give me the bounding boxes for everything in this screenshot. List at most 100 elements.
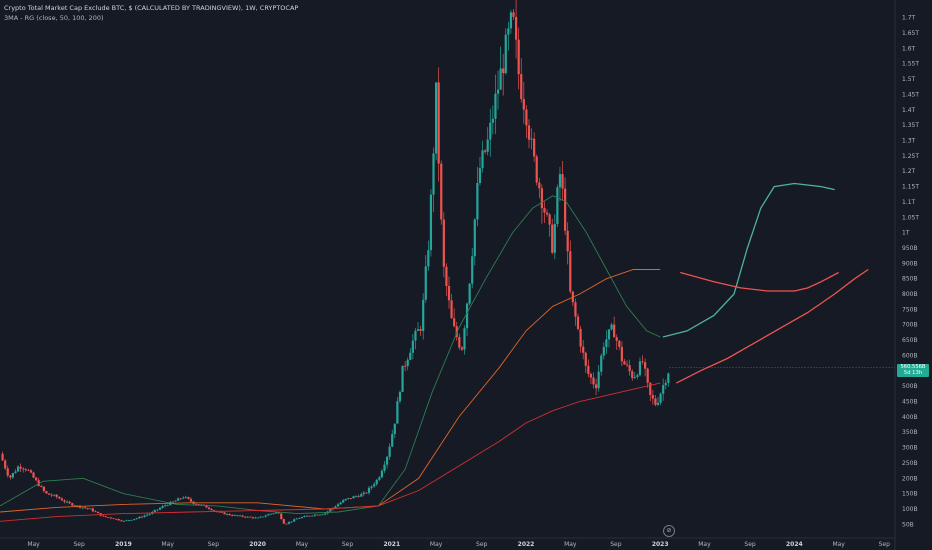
candle-body [55,494,58,497]
candle-body [641,361,644,363]
candle-body [285,523,288,525]
candle-body [561,174,564,189]
candle-body [651,394,654,399]
candle-body [122,520,125,522]
candle-body [458,336,461,348]
x-tick-label: Sep [74,541,86,548]
y-tick-label: 1.5T [902,76,916,83]
x-tick-label: May [162,541,175,548]
candle-body [86,507,89,509]
candle-body [9,475,12,478]
projected-ma100-line [680,271,839,292]
candle-body [553,224,556,253]
candle-body [545,212,549,215]
y-tick-label: 900B [902,260,918,267]
tradingview-logo-icon[interactable]: ⊘ [663,525,675,537]
candle-body [287,522,291,524]
candle-body [540,188,543,209]
candle-body [148,513,151,515]
candle-body [355,496,358,497]
candle-body [504,34,507,74]
candle-body [153,510,156,512]
candle-body [623,361,626,365]
candle-body [393,423,396,435]
candle-body [71,503,74,506]
candle-body [89,508,92,510]
candle-body [256,517,260,519]
candle-body [107,517,110,518]
candle-body [225,513,229,515]
candle-body [236,515,239,516]
candle-body [161,506,164,508]
candle-body [4,460,7,469]
x-tick-label: Sep [744,541,756,548]
candle-body [267,514,270,516]
bar-countdown: 5d 13h [903,370,923,376]
candle-body [22,468,25,470]
candle-body [460,347,463,350]
candle-body [179,498,182,500]
candle-body [373,484,376,487]
candle-body [104,516,107,518]
y-tick-label: 1.65T [902,30,919,37]
candle-body [447,286,451,301]
candle-body [362,492,365,495]
candle-body [522,99,525,110]
candle-body [625,364,629,366]
candle-body [347,497,350,499]
candle-body [125,520,128,522]
candle-body [564,188,567,231]
candle-body [558,174,562,188]
candle-body [620,346,623,362]
candle-body [223,512,226,515]
candle-body [584,352,587,366]
candle-body [659,393,662,403]
candle-body [404,365,407,367]
y-tick-label: 200B [902,475,918,482]
candle-body [290,521,293,523]
candle-body [481,150,484,169]
last-price-tag: 560.556B 5d 13h [897,364,929,377]
candle-body [398,391,402,402]
candle-body [597,371,600,389]
candle-body [241,515,244,517]
candle-body [409,352,412,360]
candle-body [396,401,399,424]
candle-body [445,266,448,287]
candle-body [259,516,262,518]
candle-body [411,340,414,353]
candle-body [465,303,469,329]
y-tick-label: 1.1T [902,199,916,206]
projected-ma200-line [676,268,869,384]
candle-body [478,168,482,183]
y-tick-label: 1.55T [902,61,919,68]
candle-body [158,507,162,510]
candle-body [84,507,87,509]
candle-body [174,500,177,502]
candle-body [14,471,17,474]
candle-body [365,492,368,494]
candle-body [507,28,510,35]
candle-body [615,337,618,341]
candle-body [401,365,404,392]
candle-body [262,516,265,518]
x-tick-label: 2024 [786,541,803,548]
candle-body [416,329,420,331]
candle-body [664,382,667,386]
candle-body [27,469,30,471]
candle-body [489,122,492,140]
candle-body [605,339,608,348]
candle-body [171,501,174,503]
candle-body [484,150,487,152]
candle-body [499,68,502,90]
candle-body [574,302,577,317]
candle-body [81,507,84,509]
candle-body [220,511,224,513]
candle-body [375,479,378,485]
candle-body [45,491,48,494]
candle-body [336,504,340,507]
candle-body [646,368,649,383]
candle-body [569,251,572,292]
candle-body [638,361,642,376]
